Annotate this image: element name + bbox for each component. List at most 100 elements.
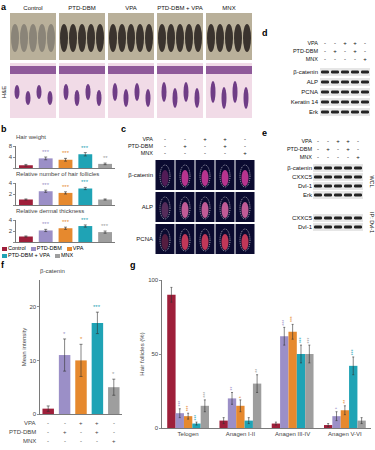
svg-text:-: - (64, 438, 66, 444)
svg-text:-: - (344, 56, 346, 62)
svg-text:-: - (334, 56, 336, 62)
svg-text:Relative number of hair follic: Relative number of hair follicles (16, 171, 99, 177)
svg-text:-: - (364, 48, 366, 54)
svg-text:β-catenin: β-catenin (128, 172, 153, 178)
svg-text:***: *** (350, 349, 356, 355)
svg-text:β-catenin: β-catenin (40, 268, 65, 274)
svg-text:-: - (184, 150, 186, 156)
svg-text:CXXC5: CXXC5 (292, 174, 313, 180)
svg-text:-: - (334, 40, 336, 46)
svg-text:-: - (113, 429, 115, 435)
svg-text:**: ** (229, 387, 235, 391)
svg-text:Erk: Erk (303, 192, 313, 198)
svg-text:VPA: VPA (24, 420, 36, 426)
svg-text:+: + (183, 143, 187, 149)
svg-text:2: 2 (9, 228, 13, 234)
svg-text:***: *** (202, 392, 208, 398)
svg-text:-: - (327, 154, 329, 160)
svg-text:+: + (356, 154, 360, 160)
svg-text:β-catenin: β-catenin (293, 69, 318, 75)
svg-text:-: - (347, 154, 349, 160)
svg-text:Erk: Erk (309, 109, 319, 115)
svg-text:PTD-DBM: PTD-DBM (68, 5, 95, 11)
svg-text:Hair weight: Hair weight (16, 134, 46, 140)
svg-text:-: - (113, 420, 115, 426)
svg-text:-: - (47, 420, 49, 426)
svg-text:+: + (336, 138, 340, 144)
svg-text:-: - (204, 150, 206, 156)
svg-text:+: + (95, 429, 99, 435)
svg-text:Dvl-1: Dvl-1 (298, 183, 313, 189)
svg-text:+: + (79, 420, 83, 426)
svg-text:-: - (337, 154, 339, 160)
svg-text:***: *** (62, 184, 70, 190)
svg-text:***: *** (185, 405, 191, 411)
svg-text:Control: Control (23, 5, 42, 11)
svg-text:IP: Dvl-1: IP: Dvl-1 (369, 212, 375, 233)
svg-text:***: *** (101, 223, 109, 229)
svg-text:-: - (337, 146, 339, 152)
svg-text:Keratin 14: Keratin 14 (291, 99, 319, 105)
svg-text:+: + (353, 40, 357, 46)
svg-text:+: + (223, 136, 227, 142)
svg-text:β-catenin: β-catenin (287, 165, 312, 171)
svg-text:-: - (354, 56, 356, 62)
svg-text:Dvl-1: Dvl-1 (298, 224, 313, 230)
svg-text:***: *** (306, 338, 312, 344)
svg-text:WCL: WCL (369, 175, 375, 187)
svg-text:***: *** (289, 316, 295, 322)
svg-text:PTD-DBM + VPA: PTD-DBM + VPA (157, 5, 203, 11)
svg-text:-: - (244, 136, 246, 142)
svg-text:PCNA: PCNA (136, 236, 153, 242)
svg-text:***: *** (93, 304, 101, 310)
svg-text:+: + (112, 438, 116, 444)
svg-text:ALP: ALP (142, 204, 153, 210)
svg-text:CXXC5: CXXC5 (292, 215, 313, 221)
svg-text:MNX: MNX (300, 154, 313, 160)
svg-text:***: *** (42, 149, 50, 155)
svg-text:PTD-DBM: PTD-DBM (287, 146, 312, 152)
svg-text:-: - (80, 438, 82, 444)
svg-text:**: ** (342, 400, 348, 404)
svg-text:+: + (243, 150, 247, 156)
svg-text:**: ** (254, 369, 260, 373)
svg-text:-: - (357, 146, 359, 152)
svg-text:+: + (326, 146, 330, 152)
svg-text:MNX: MNX (141, 150, 154, 156)
svg-text:-: - (64, 420, 66, 426)
svg-text:20: 20 (30, 304, 37, 310)
svg-text:-: - (317, 146, 319, 152)
svg-text:Mean intensity: Mean intensity (21, 328, 27, 367)
svg-text:VPA: VPA (125, 5, 137, 11)
svg-text:Telogen: Telogen (178, 431, 199, 437)
svg-text:-: - (324, 40, 326, 46)
svg-text:-: - (317, 138, 319, 144)
svg-text:-: - (224, 150, 226, 156)
svg-text:+: + (203, 136, 207, 142)
svg-text:VPA: VPA (307, 40, 318, 46)
svg-text:100: 100 (148, 277, 159, 283)
svg-text:VPA: VPA (301, 138, 312, 144)
svg-text:-: - (317, 154, 319, 160)
svg-text:0: 0 (155, 425, 159, 431)
svg-text:-: - (47, 429, 49, 435)
svg-text:4: 4 (9, 217, 13, 223)
svg-text:10: 10 (30, 358, 37, 364)
svg-text:***: *** (62, 219, 70, 225)
svg-text:-: - (344, 48, 346, 54)
svg-text:*: * (334, 407, 340, 409)
svg-text:**: ** (103, 155, 108, 161)
svg-text:***: *** (62, 150, 70, 156)
svg-text:2: 2 (9, 191, 13, 197)
svg-text:-: - (96, 438, 98, 444)
svg-text:MNX: MNX (222, 5, 235, 11)
svg-text:-: - (47, 438, 49, 444)
svg-text:PTD-DBM: PTD-DBM (293, 48, 318, 54)
svg-text:-: - (204, 143, 206, 149)
svg-text:*: * (80, 336, 83, 342)
svg-text:-: - (324, 48, 326, 54)
svg-text:PCNA: PCNA (301, 89, 318, 95)
svg-text:***: *** (42, 221, 50, 227)
svg-text:***: *** (81, 217, 89, 223)
svg-text:+: + (63, 429, 67, 435)
